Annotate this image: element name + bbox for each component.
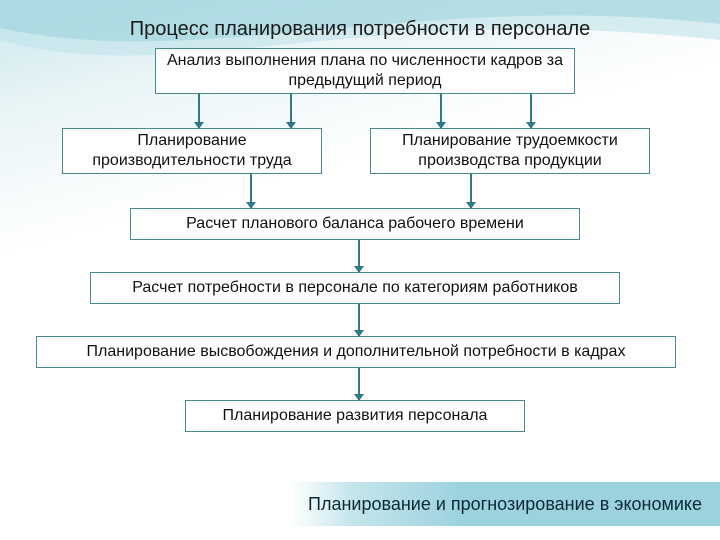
flow-arrow-5 [470,174,472,208]
arrowhead-icon [354,330,364,337]
flow-arrow-0 [198,94,200,128]
arrowhead-icon [246,202,256,209]
flow-arrow-7 [358,304,360,336]
footer-band: Планирование и прогнозирование в экономи… [290,482,720,526]
flow-node-n3: Расчет планового баланса рабочего времен… [130,208,580,240]
arrowhead-icon [526,122,536,129]
flow-arrow-8 [358,368,360,400]
flow-arrow-3 [530,94,532,128]
flow-node-n5: Планирование высвобождения и дополнитель… [36,336,676,368]
flow-node-n2b: Планирование трудоемкости производства п… [370,128,650,174]
flow-arrow-2 [440,94,442,128]
arrowhead-icon [436,122,446,129]
flow-node-n2a: Планирование производительности труда [62,128,322,174]
page-title: Процесс планирования потребности в персо… [0,18,720,41]
flow-node-n4: Расчет потребности в персонале по катего… [90,272,620,304]
flow-node-n6: Планирование развития персонала [185,400,525,432]
flow-arrow-4 [250,174,252,208]
footer-text: Планирование и прогнозирование в экономи… [308,494,702,515]
arrowhead-icon [354,394,364,401]
flow-node-n1: Анализ выполнения плана по численности к… [155,48,575,94]
arrowhead-icon [354,266,364,273]
arrowhead-icon [194,122,204,129]
arrowhead-icon [286,122,296,129]
flow-arrow-1 [290,94,292,128]
arrowhead-icon [466,202,476,209]
flow-arrow-6 [358,240,360,272]
